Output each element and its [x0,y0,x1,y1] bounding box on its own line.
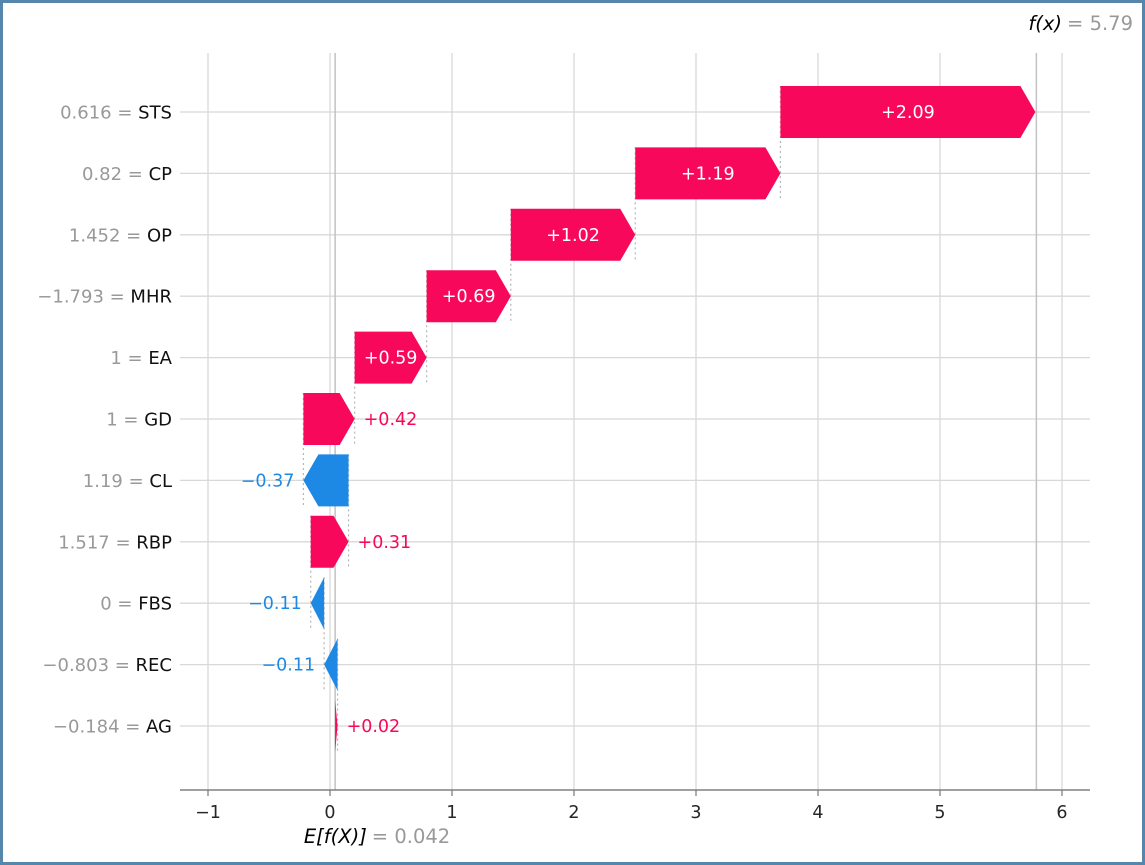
bar-label-MHR: +0.69 [442,287,496,307]
y-label-RBP: 1.517 = RBP [58,532,172,553]
shap-bar-GD [303,393,355,445]
shap-bar-REC [324,638,338,691]
bar-label-CL: −0.37 [241,471,295,491]
x-tick-label: 3 [690,803,701,823]
x-tick-label: 4 [812,803,823,823]
y-label-AG: −0.184 = AG [53,717,172,738]
bar-label-RBP: +0.31 [358,533,412,553]
x-tick-label: 5 [934,803,945,823]
y-label-MHR: −1.793 = MHR [37,287,172,308]
ef-value: = 0.042 [371,825,451,848]
y-label-FBS: 0 = FBS [100,594,172,615]
y-label-REC: −0.803 = REC [42,655,172,676]
bar-label-EA: +0.59 [364,349,418,369]
bar-label-OP: +1.02 [546,226,600,246]
shap-bar-CL [303,454,349,507]
y-label-CL: 1.19 = CL [83,471,172,492]
shap-bar-EA [354,331,427,384]
shap-bar-STS [780,86,1036,138]
y-label-CP: 0.82 = CP [82,164,172,185]
shap-bar-CP [635,147,781,200]
bar-label-FBS: −0.11 [248,594,302,614]
fx-term: f(x) [1028,12,1063,35]
shap-bar-OP [510,208,636,261]
y-label-EA: 1 = EA [110,348,172,369]
shap-bar-AG [335,700,338,752]
x-tick-label: 0 [324,803,335,823]
y-label-OP: 1.452 = OP [69,225,172,246]
bar-label-STS: +2.09 [881,103,935,123]
bar-label-CP: +1.19 [681,164,735,184]
x-tick-label: −1 [195,803,221,823]
shap-bar-MHR [426,270,511,323]
x-tick-label: 2 [568,803,579,823]
bar-label-AG: +0.02 [347,717,401,737]
expected-value-annotation: E[f(X)] = 0.042 [304,826,450,847]
y-label-STS: 0.616 = STS [60,103,172,124]
x-tick-label: 1 [446,803,457,823]
bar-label-REC: −0.11 [262,656,316,676]
y-label-GD: 1 = GD [106,410,172,431]
shap-bar-FBS [310,577,325,630]
fx-annotation: f(x) = 5.79 [1028,13,1133,34]
bar-label-GD: +0.42 [364,410,418,430]
shap-bar-RBP [310,515,349,568]
x-tick-label: 6 [1056,803,1067,823]
fx-value: = 5.79 [1067,12,1133,35]
ef-term: E[f(X)] [303,825,367,848]
